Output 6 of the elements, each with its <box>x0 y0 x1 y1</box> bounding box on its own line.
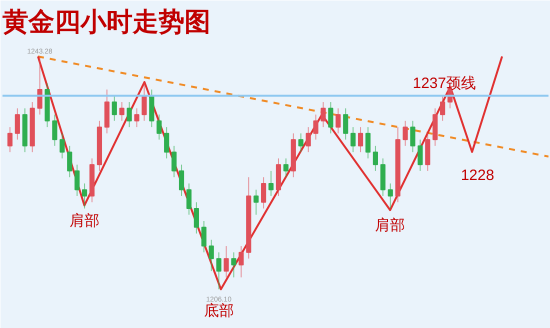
annotation: 肩部 <box>69 212 100 230</box>
text: 1228 <box>460 166 494 184</box>
annotation: 肩部 <box>375 217 406 234</box>
text: 底部 <box>204 302 234 320</box>
chart-title: 黄金四小时走势图 <box>2 8 210 38</box>
ref-line-label: 1237颈线 <box>412 74 476 92</box>
